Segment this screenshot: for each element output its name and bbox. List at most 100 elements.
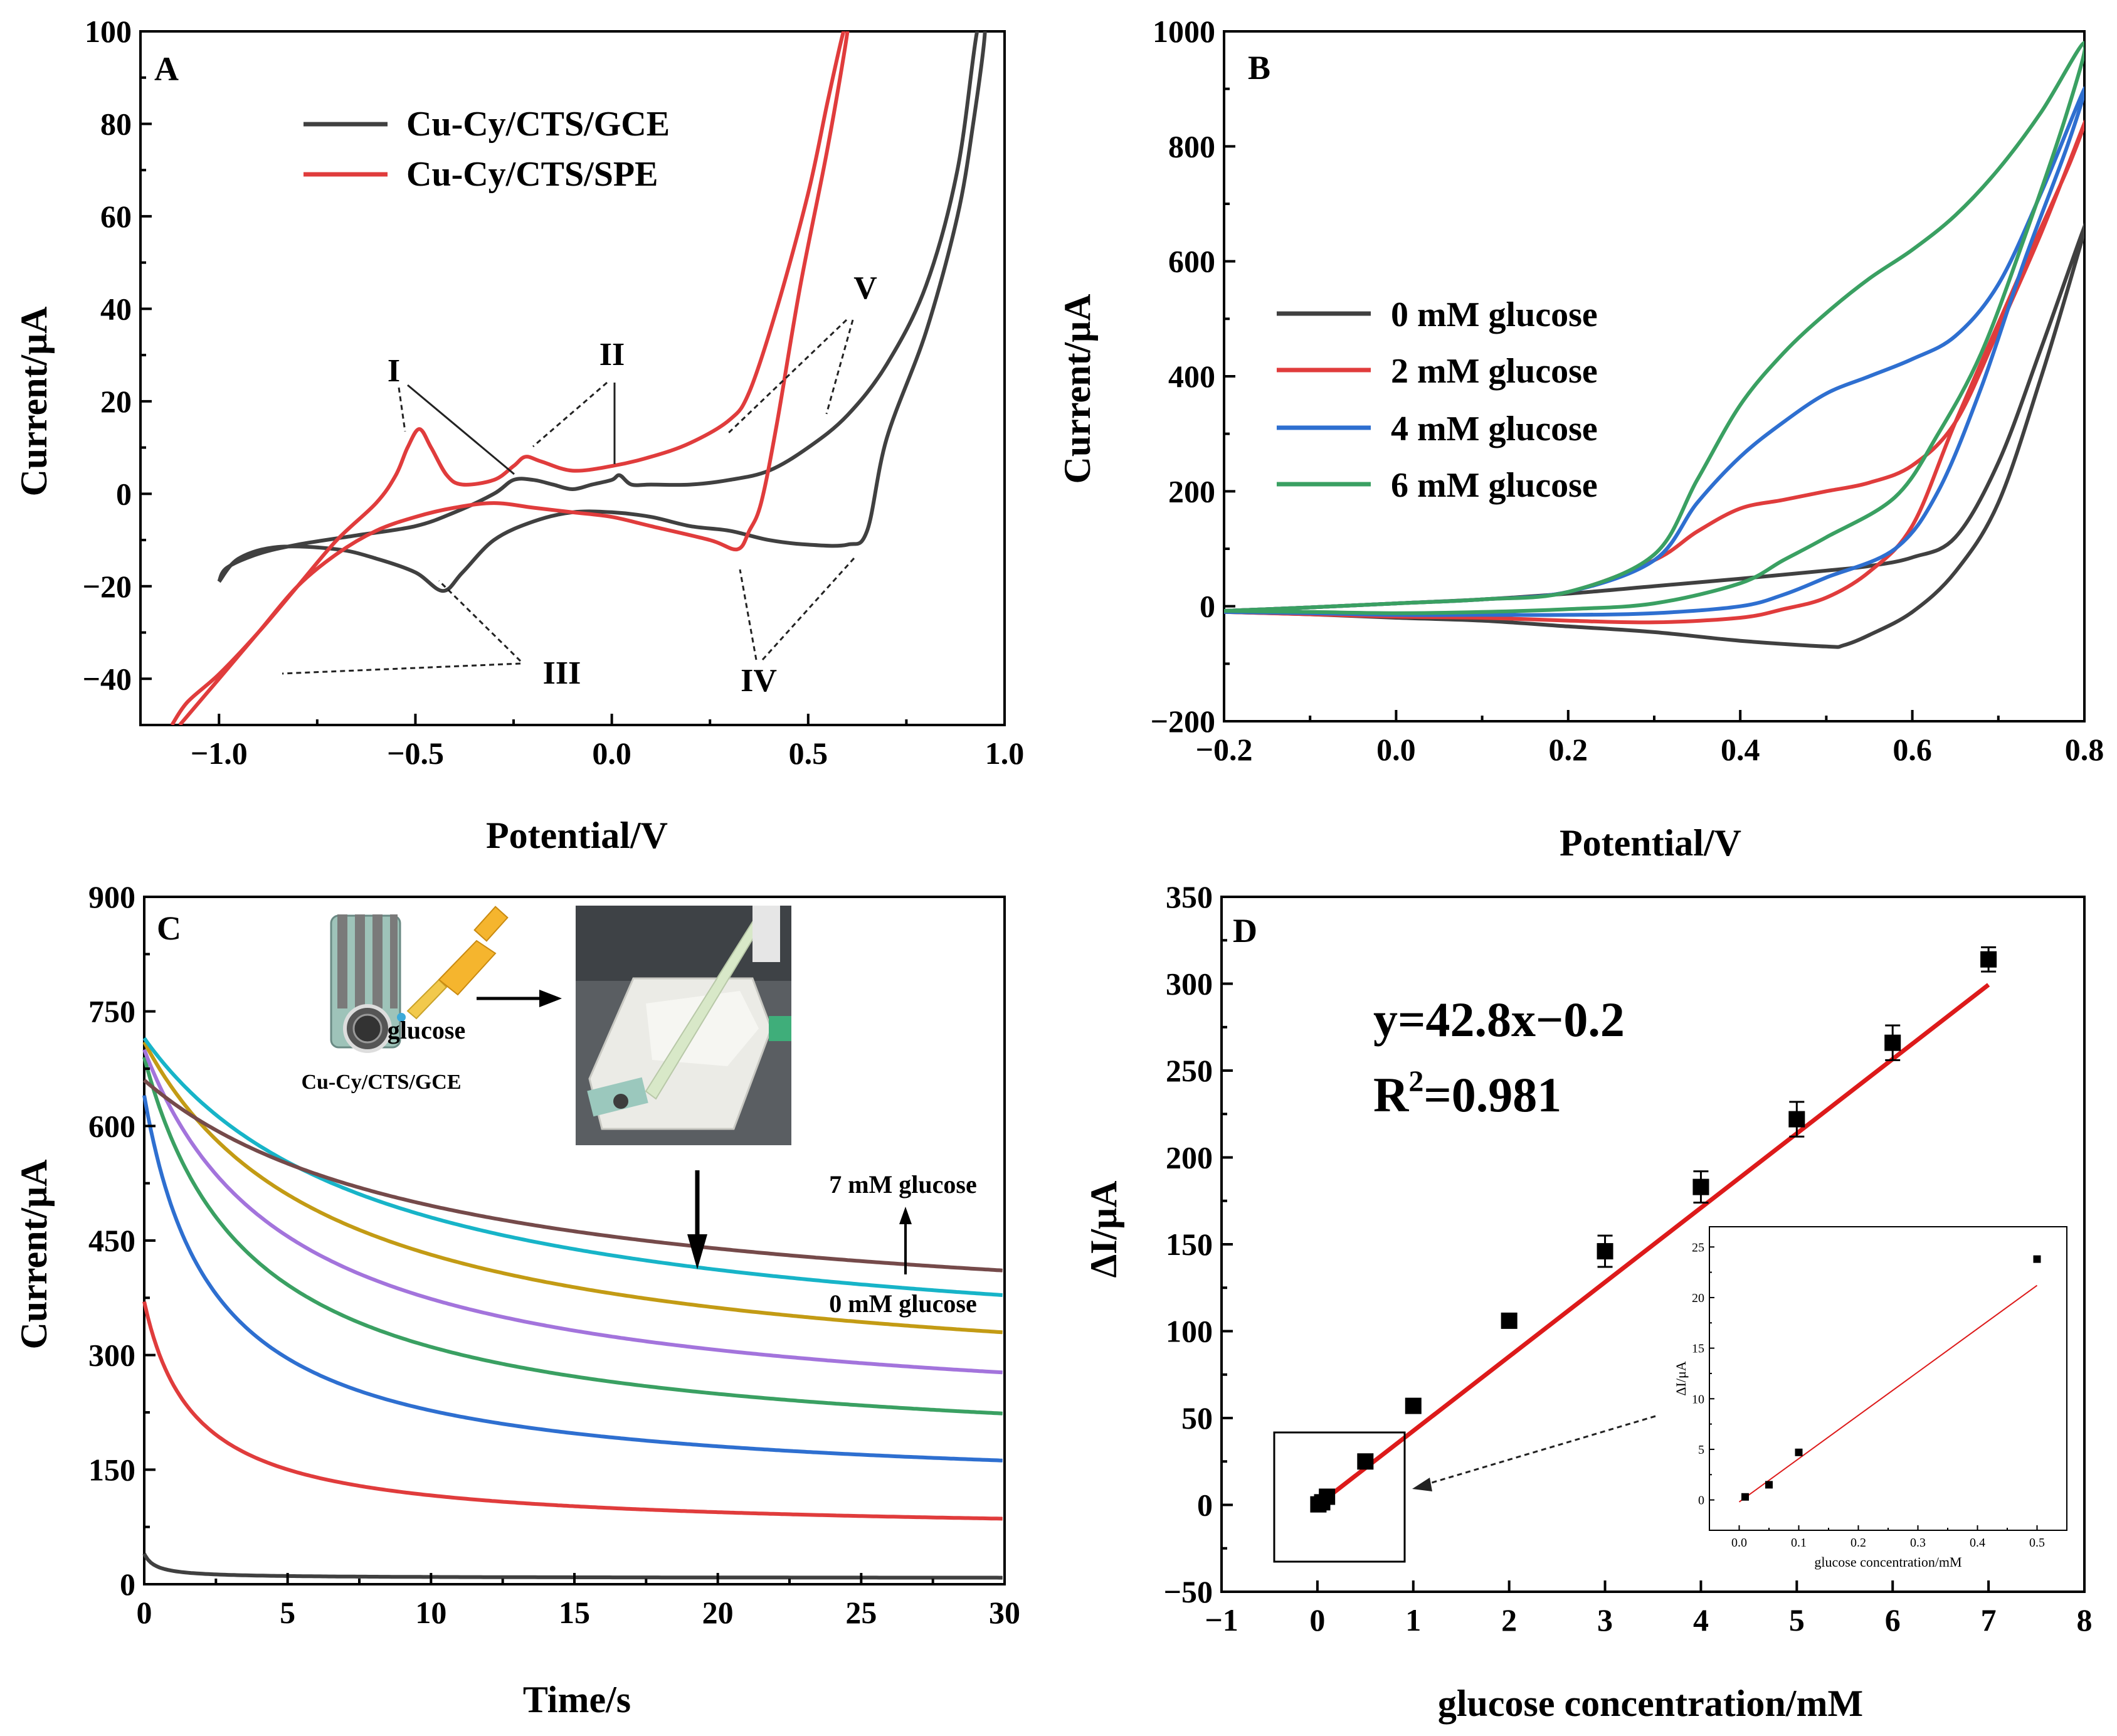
y-tick-label: 80 (100, 106, 132, 141)
y-tick-label: −40 (83, 661, 132, 696)
x-tick-label: 25 (845, 1595, 877, 1630)
series-line-1-mm (142, 1301, 1003, 1521)
panel-a-letter: A (154, 50, 179, 88)
panel-a-annotations (282, 319, 855, 675)
y-tick-label: 200 (1168, 474, 1215, 509)
y-tick-label: 25 (1692, 1241, 1704, 1254)
panel-a: −1.0 −0.5 0.0 0.5 1.0 −40 −20 0 20 40 60 80 100 A Po… (13, 14, 1024, 856)
y-tick-label: 20 (100, 384, 132, 419)
panel-d-letter: D (1233, 912, 1257, 950)
panel-b-ticks: −0.2 0.0 0.2 0.4 0.6 0.8 −200 0 200 400 600 800 1000 (1151, 14, 2104, 767)
y-tick-label: 300 (88, 1338, 135, 1373)
y-tick-label: −50 (1164, 1574, 1213, 1609)
data-point (1597, 1243, 1613, 1260)
y-tick-label: 100 (85, 14, 132, 49)
x-tick-label: 0.8 (2065, 732, 2104, 767)
y-tick-label: 600 (88, 1108, 135, 1143)
y-tick-label: 0 (1200, 589, 1215, 624)
fit-equation: y=42.8x−0.2 (1373, 992, 1625, 1047)
series-line-5-mm (142, 1040, 1003, 1335)
r-squared: R2=0.981 (1373, 1065, 1561, 1122)
inset-fit-line (1738, 1284, 2038, 1503)
increase-arrow (899, 1207, 912, 1274)
panel-a-legend: Cu-Cy/CTS/GCE Cu-Cy/CTS/SPE (304, 105, 670, 194)
annotation-iv: IV (741, 663, 777, 699)
panel-b-legend: 0 mM glucose 2 mM glucose 4 mM glucose 6… (1277, 295, 1598, 505)
x-tick-label: 7 (1981, 1602, 1997, 1638)
series-line-6mm (1224, 41, 2084, 615)
inset-data-point (2033, 1255, 2041, 1263)
y-tick-label: 0 (120, 1567, 135, 1602)
series-line-3-mm (142, 1056, 1003, 1416)
inset-ylabel: ΔI/μA (1673, 1361, 1689, 1395)
panel-b: −0.2 0.0 0.2 0.4 0.6 0.8 −200 0 200 400 600 800 1000… (1057, 14, 2104, 864)
y-tick-label: 0 (1698, 1494, 1704, 1508)
legend-text-gce: Cu-Cy/CTS/GCE (406, 105, 670, 144)
y-tick-label: 10 (1692, 1392, 1704, 1406)
y-tick-label: 350 (1166, 879, 1213, 914)
x-tick-label: 4 (1693, 1602, 1709, 1638)
y-tick-label: 5 (1698, 1443, 1704, 1457)
axes-frame (139, 30, 1006, 726)
panel-d-inset: 0.0 0.1 0.2 0.3 0.4 0.5 0 5 10 15 20 25 glucose conc… (1673, 1225, 2068, 1570)
legend-text-2mm: 2 mM glucose (1391, 352, 1598, 391)
x-tick-label: −0.2 (1196, 732, 1253, 767)
x-tick-label: 5 (1789, 1602, 1805, 1638)
y-tick-label: −200 (1151, 704, 1216, 739)
series-line-4-mm (142, 1049, 1003, 1375)
x-tick-label: 0.5 (2029, 1536, 2045, 1550)
inset-data-point (1741, 1493, 1749, 1501)
x-tick-label: 0.2 (1549, 732, 1588, 767)
series-line-0mm (1224, 222, 2084, 649)
data-point (1405, 1397, 1422, 1414)
series-line-0-mm (142, 1552, 1003, 1580)
x-tick-label: 0.0 (1376, 732, 1416, 767)
x-tick-label: 0.0 (592, 736, 631, 771)
x-tick-label: 2 (1501, 1602, 1517, 1638)
annotation-i: I (388, 353, 400, 389)
y-tick-label: 15 (1692, 1342, 1704, 1356)
data-point (1357, 1453, 1374, 1470)
panel-d-ylabel: ΔI/μA (1083, 1181, 1124, 1278)
y-tick-label: 250 (1166, 1053, 1213, 1088)
y-tick-label: 400 (1168, 359, 1215, 394)
y-tick-label: 100 (1166, 1314, 1213, 1349)
panel-c-ylabel: Current/μA (13, 1160, 55, 1350)
electrode-schematic (330, 914, 401, 1053)
legend-text-0mm: 0 mM glucose (1391, 295, 1598, 334)
data-point (1788, 1111, 1805, 1128)
panel-d-xlabel: glucose concentration/mM (1438, 1683, 1863, 1724)
series-line-2-mm (142, 1095, 1003, 1463)
x-tick-label: 0.6 (1893, 732, 1932, 767)
data-point (1692, 1178, 1709, 1195)
data-point (1884, 1034, 1901, 1051)
data-point (1501, 1312, 1518, 1329)
zoom-pointer-arrow (1412, 1415, 1656, 1491)
r-squared-prefix: R (1373, 1067, 1410, 1122)
x-tick-label: 0.1 (1791, 1536, 1807, 1550)
y-tick-label: 600 (1168, 244, 1215, 279)
schematic-to-photo-arrow (477, 990, 562, 1007)
y-tick-label: 200 (1166, 1140, 1213, 1175)
data-point (1980, 951, 1997, 968)
x-tick-label: −1.0 (191, 736, 248, 771)
label-7mm-glucose: 7 mM glucose (829, 1170, 977, 1199)
inset-data-point (1765, 1481, 1773, 1489)
label-0mm-glucose: 0 mM glucose (829, 1289, 977, 1318)
series-line-cu-cy-cts-gce (217, 31, 987, 593)
data-point (1319, 1488, 1336, 1505)
x-tick-label: 1 (1405, 1602, 1421, 1638)
x-tick-label: 0.0 (1731, 1536, 1747, 1550)
y-tick-label: −20 (83, 569, 132, 604)
legend-text-spe: Cu-Cy/CTS/SPE (406, 155, 658, 194)
panel-d-plot (1220, 896, 2086, 1593)
panel-a-ylabel: Current/μA (13, 307, 55, 497)
y-tick-label: 800 (1168, 129, 1215, 164)
x-tick-label: 0.5 (789, 736, 828, 771)
zoom-box (1273, 1431, 1406, 1563)
x-tick-label: 10 (415, 1595, 446, 1630)
device-photo (576, 906, 791, 1145)
